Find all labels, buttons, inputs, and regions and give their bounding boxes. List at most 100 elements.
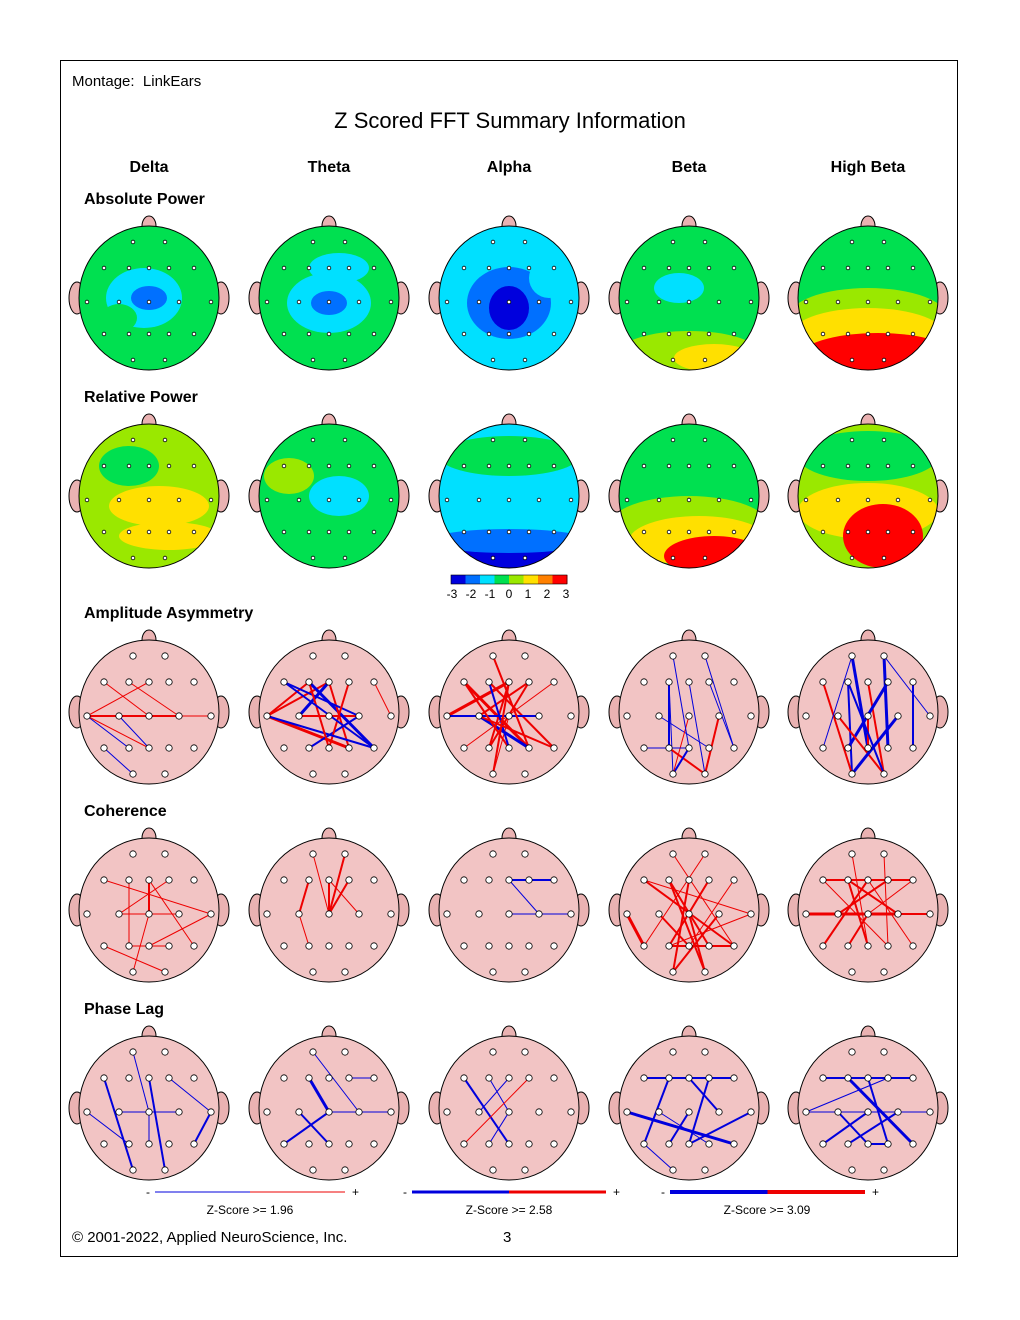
electrode-marker [880, 1048, 888, 1056]
electrode-marker [702, 239, 708, 245]
electrode-marker [535, 712, 543, 720]
head-map-amplitude-asymmetry-theta [248, 629, 410, 785]
electrode-marker [669, 850, 677, 858]
electrode-marker [685, 744, 693, 752]
electrode-marker [550, 744, 558, 752]
electrode-marker [444, 299, 450, 305]
head-map-absolute-power-theta [248, 215, 410, 371]
electrode-marker [175, 1108, 183, 1116]
electrode-marker [309, 652, 317, 660]
color-scale-tick: -1 [485, 587, 496, 601]
montage-value: LinkEars [142, 73, 202, 90]
electrode-marker [443, 1108, 451, 1116]
connection-line [463, 681, 510, 749]
connection-line [307, 1077, 331, 1113]
electrode-marker [176, 299, 182, 305]
electrode-marker [819, 876, 827, 884]
electrode-marker [706, 529, 712, 535]
head-map-phase-lag-theta [248, 1025, 410, 1181]
electrode-marker [864, 712, 872, 720]
connection-line [148, 913, 212, 947]
electrode-marker [640, 678, 648, 686]
connection-line [488, 1077, 510, 1113]
electrode-marker [296, 299, 302, 305]
page-frame [60, 60, 958, 1257]
electrode-marker [521, 1166, 529, 1174]
electrode-marker [706, 265, 712, 271]
electrode-marker [346, 265, 352, 271]
electrode-marker [345, 1140, 353, 1148]
electrode-marker [927, 299, 933, 305]
connection-line [847, 913, 869, 947]
connection-line [488, 681, 510, 749]
electrode-marker [802, 910, 810, 918]
electrode-marker [864, 1074, 872, 1082]
electrode-marker [525, 1140, 533, 1148]
electrode-marker [522, 357, 528, 363]
connection-line [882, 655, 890, 749]
electrode-marker [489, 652, 497, 660]
electrode-marker [207, 1108, 215, 1116]
electrode-marker [894, 910, 902, 918]
electrode-marker [129, 652, 137, 660]
electrode-marker [525, 678, 533, 686]
electrode-marker [641, 265, 647, 271]
electrode-marker [730, 1074, 738, 1082]
electrode-marker [670, 239, 676, 245]
connection-line [128, 681, 180, 717]
electrode-marker [819, 678, 827, 686]
connection-line [328, 879, 360, 915]
electrode-marker [326, 497, 332, 503]
electrode-marker [669, 770, 677, 778]
electrode-marker [486, 463, 492, 469]
electrode-marker [909, 678, 917, 686]
electrode-marker [665, 1140, 673, 1148]
electrode-marker [522, 555, 528, 561]
electrode-marker [146, 529, 152, 535]
electrode-marker [345, 1074, 353, 1082]
zscore-legend-label-2: Z-Score >= 2.58 [465, 1203, 553, 1217]
electrode-marker [325, 1140, 333, 1148]
connection-line [672, 655, 690, 749]
head-map-absolute-power-alpha [428, 215, 590, 371]
electrode-marker [162, 437, 168, 443]
electrode-marker [731, 463, 737, 469]
electrode-marker [191, 265, 197, 271]
zscore-legend-label-1: Z-Score >= 1.96 [206, 1203, 294, 1217]
band-header-theta: Theta [307, 159, 351, 176]
electrode-marker [161, 770, 169, 778]
electrode-marker [346, 529, 352, 535]
connection-line [508, 879, 540, 915]
electrode-marker [325, 1108, 333, 1116]
connection-line [704, 715, 720, 775]
electrode-marker [834, 1108, 842, 1116]
electrode-marker [505, 1140, 513, 1148]
connection-line [118, 715, 150, 749]
connection-line [837, 1111, 869, 1145]
electrode-marker [166, 463, 172, 469]
electrode-marker [325, 744, 333, 752]
electrode-marker [175, 910, 183, 918]
electrode-marker [525, 1074, 533, 1082]
electrode-marker [146, 265, 152, 271]
electrode-marker [526, 463, 532, 469]
electrode-marker [895, 299, 901, 305]
electrode-marker [355, 910, 363, 918]
electrode-marker [305, 1074, 313, 1082]
connection-line [847, 681, 853, 775]
connection-line [168, 1077, 212, 1113]
connection-line [298, 879, 310, 915]
electrode-marker [665, 678, 673, 686]
connection-line [328, 853, 346, 915]
electrode-marker [101, 265, 107, 271]
electrode-marker [280, 744, 288, 752]
electrode-marker [125, 876, 133, 884]
electrode-marker [803, 497, 809, 503]
connection-line [148, 1077, 166, 1171]
electrode-marker [880, 652, 888, 660]
electrode-marker [748, 299, 754, 305]
electrode-marker [731, 529, 737, 535]
electrode-marker [489, 850, 497, 858]
electrode-marker [166, 265, 172, 271]
electrode-marker [716, 299, 722, 305]
